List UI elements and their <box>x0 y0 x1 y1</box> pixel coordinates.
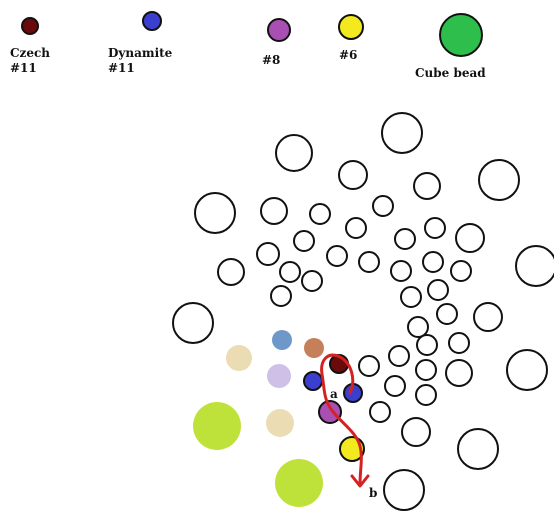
size8-bead <box>318 400 342 424</box>
outline-bead <box>194 192 236 234</box>
outline-bead <box>415 359 437 381</box>
outline-bead <box>407 316 429 338</box>
outline-bead <box>279 261 301 283</box>
outline-bead <box>415 384 437 406</box>
outline-bead <box>455 223 485 253</box>
thread-arrowhead <box>350 474 370 488</box>
thread-path <box>320 353 370 488</box>
cream-bead <box>266 409 294 437</box>
outline-bead <box>422 251 444 273</box>
outline-bead <box>369 401 391 423</box>
faded-beads <box>193 330 324 507</box>
dynamite-bead-swatch <box>142 11 162 31</box>
outline-bead <box>427 279 449 301</box>
legend-cube: Cube bead <box>415 13 486 80</box>
legend-size6: #6 <box>338 14 364 62</box>
outline-bead <box>424 217 446 239</box>
thread-line <box>320 353 363 486</box>
outline-bead <box>390 260 412 282</box>
outline-bead <box>372 195 394 217</box>
label-b: b <box>369 486 377 500</box>
outline-bead <box>436 303 458 325</box>
outline-bead <box>217 258 245 286</box>
dynamite-bead <box>303 371 323 391</box>
terracotta-bead <box>304 338 324 358</box>
legend-czech: Czech #11 <box>10 17 50 75</box>
outline-bead <box>254 298 256 300</box>
outline-bead <box>275 134 313 172</box>
outline-bead <box>400 286 422 308</box>
legend: Czech #11 Dynamite #11 #8 #6 Cube bead <box>10 11 486 80</box>
outline-bead <box>394 228 416 250</box>
outline-bead <box>260 197 288 225</box>
legend-size8: #8 <box>262 18 291 67</box>
outline-beads <box>172 112 554 511</box>
outline-bead <box>358 355 380 377</box>
outline-bead <box>445 359 473 387</box>
cream-bead <box>226 345 252 371</box>
outline-bead <box>358 251 380 273</box>
lime-cube-bead <box>275 459 323 507</box>
path-beads <box>303 354 365 462</box>
cube-bead-swatch <box>439 13 483 57</box>
outline-bead <box>383 469 425 511</box>
outline-bead <box>309 203 331 225</box>
size8-bead-swatch <box>267 18 291 42</box>
outline-bead <box>270 285 292 307</box>
outline-bead <box>457 428 499 470</box>
outline-bead <box>413 172 441 200</box>
outline-bead <box>345 217 367 239</box>
size6-bead-swatch <box>338 14 364 40</box>
size6-label: #6 <box>339 48 357 62</box>
outline-bead <box>293 230 315 252</box>
outline-bead <box>506 349 548 391</box>
outline-bead <box>448 199 450 201</box>
outline-bead <box>515 245 554 287</box>
cube-label: Cube bead <box>415 66 486 80</box>
lavender-bead <box>267 364 291 388</box>
size8-label: #8 <box>262 53 280 67</box>
dynamite-size-label: #11 <box>108 61 135 75</box>
outline-bead <box>381 112 423 154</box>
outline-bead <box>388 345 410 367</box>
outline-bead <box>338 160 368 190</box>
outline-bead <box>256 242 280 266</box>
outline-bead <box>301 270 323 292</box>
czech-bead-swatch <box>21 17 39 35</box>
outline-bead <box>448 332 470 354</box>
czech-size-label: #11 <box>10 61 37 75</box>
outline-bead <box>473 302 503 332</box>
czech-label: Czech <box>10 46 50 60</box>
outline-bead <box>478 159 520 201</box>
outline-bead <box>384 375 406 397</box>
outline-bead <box>450 260 472 282</box>
legend-dynamite: Dynamite #11 <box>108 11 173 75</box>
dynamite-label: Dynamite <box>108 46 173 60</box>
outline-bead <box>401 417 431 447</box>
outline-bead <box>416 334 438 356</box>
lime-cube-bead <box>193 402 241 450</box>
outline-bead <box>326 245 348 267</box>
outline-bead <box>172 302 214 344</box>
label-a: a <box>330 387 338 401</box>
steel-blue-bead <box>272 330 292 350</box>
